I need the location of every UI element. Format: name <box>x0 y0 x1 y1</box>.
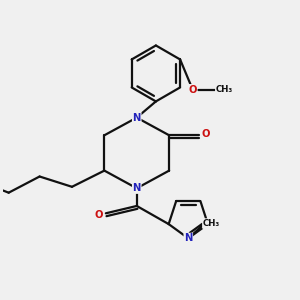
Text: O: O <box>188 85 197 94</box>
Text: O: O <box>94 210 103 220</box>
Text: N: N <box>204 219 212 229</box>
Text: N: N <box>133 112 141 123</box>
Text: N: N <box>133 183 141 193</box>
Text: N: N <box>184 233 193 243</box>
Text: O: O <box>202 129 210 139</box>
Text: CH₃: CH₃ <box>202 219 220 228</box>
Text: CH₃: CH₃ <box>216 85 233 94</box>
